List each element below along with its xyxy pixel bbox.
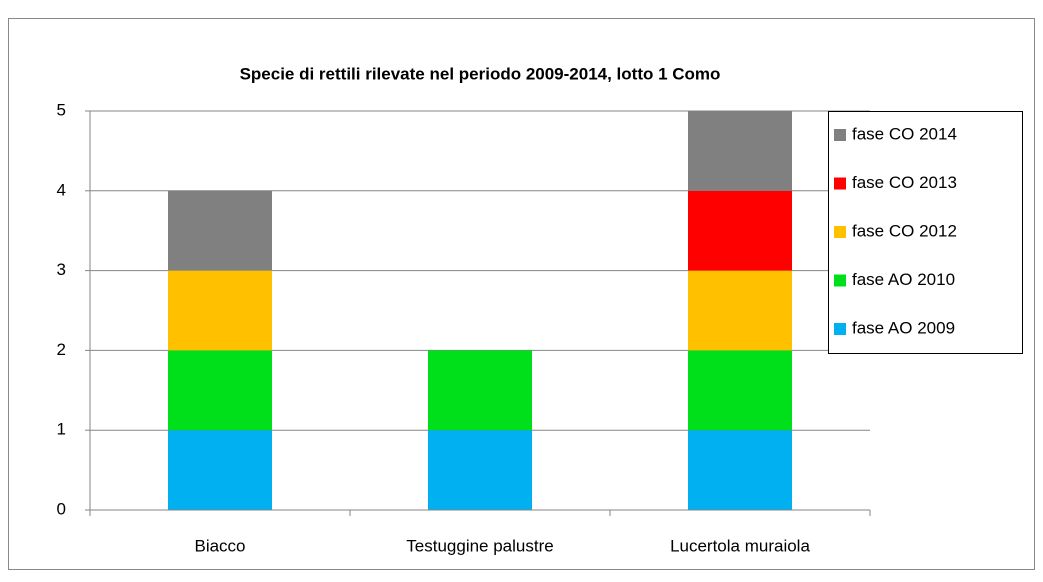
legend-swatch bbox=[834, 323, 846, 335]
legend-swatch bbox=[834, 129, 846, 141]
x-tick-label: Lucertola muraiola bbox=[670, 536, 810, 555]
bar-segment bbox=[168, 430, 272, 510]
legend-label: fase CO 2013 bbox=[852, 173, 957, 192]
bar-segment bbox=[168, 270, 272, 351]
bar-segment bbox=[428, 430, 532, 510]
legend-box bbox=[828, 111, 1023, 354]
y-tick-label: 4 bbox=[57, 180, 66, 199]
legend-label: fase AO 2009 bbox=[852, 318, 955, 337]
bar-segment bbox=[688, 111, 792, 191]
bar-segment bbox=[428, 350, 532, 431]
bar-segment bbox=[688, 270, 792, 351]
legend-swatch bbox=[834, 274, 846, 287]
legend-swatch bbox=[834, 226, 846, 238]
bar-segment bbox=[688, 190, 792, 271]
legend-label: fase CO 2014 bbox=[852, 124, 957, 143]
bar-segment bbox=[168, 350, 272, 431]
bar-segment bbox=[168, 190, 272, 271]
y-tick-label: 3 bbox=[57, 260, 66, 279]
y-tick-label: 2 bbox=[57, 340, 66, 359]
y-tick-label: 0 bbox=[57, 499, 66, 518]
x-tick-label: Testuggine palustre bbox=[406, 536, 553, 555]
legend-label: fase AO 2010 bbox=[852, 270, 955, 289]
x-tick-label: Biacco bbox=[194, 536, 245, 555]
legend-swatch bbox=[834, 177, 846, 190]
bar-segment bbox=[688, 430, 792, 510]
bar-segment bbox=[688, 350, 792, 431]
legend-label: fase CO 2012 bbox=[852, 221, 957, 240]
y-tick-label: 1 bbox=[57, 420, 66, 439]
chart-title: Specie di rettili rilevate nel periodo 2… bbox=[240, 64, 721, 83]
y-tick-label: 5 bbox=[57, 100, 66, 119]
